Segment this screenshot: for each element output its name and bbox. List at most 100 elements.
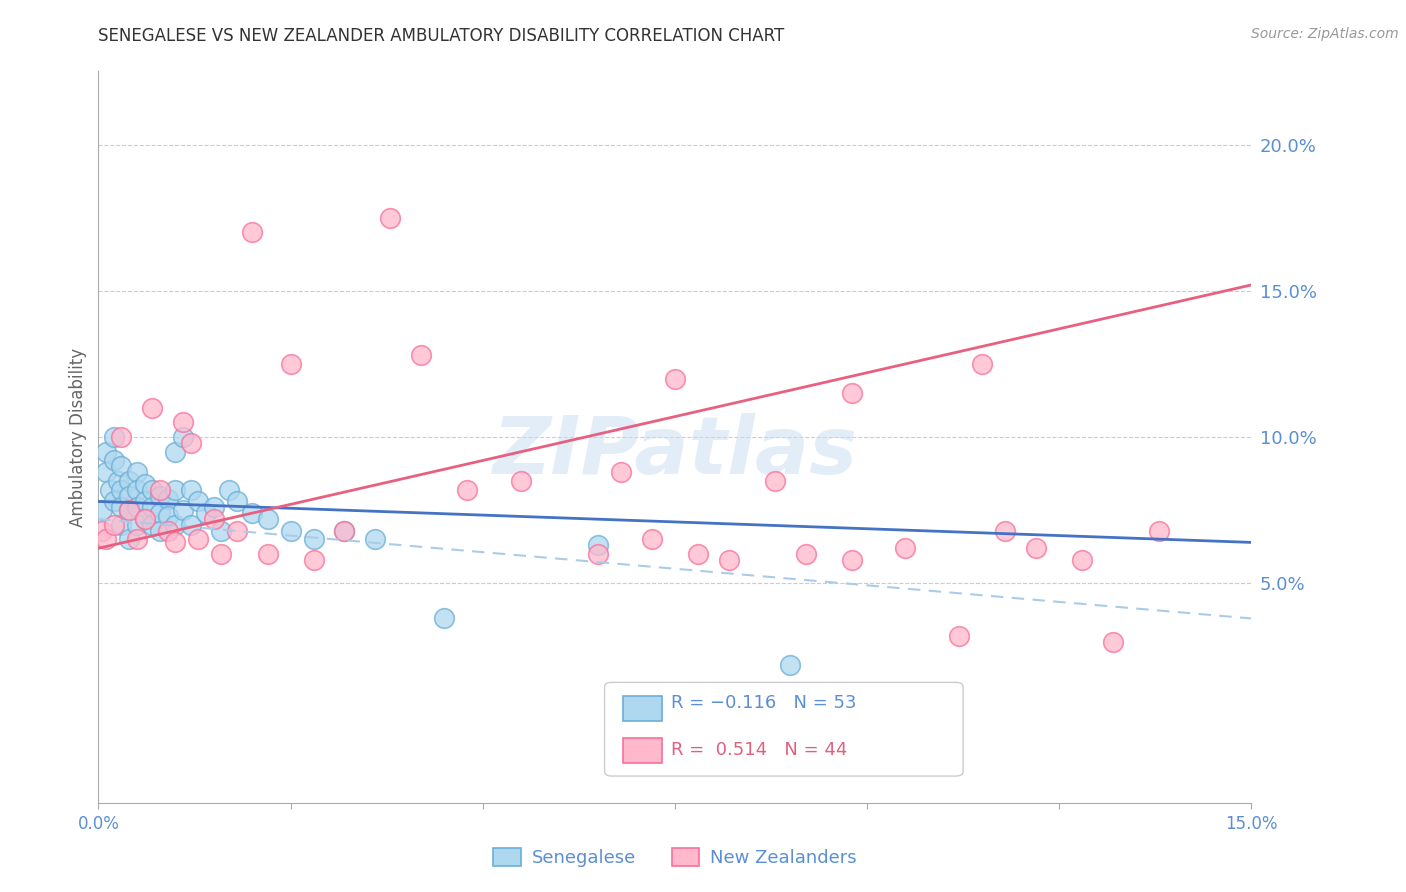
Text: ZIPatlas: ZIPatlas — [492, 413, 858, 491]
Point — [141, 483, 163, 497]
Point — [333, 524, 356, 538]
Point — [972, 357, 994, 371]
Point — [110, 430, 132, 444]
Point — [333, 524, 356, 538]
Point — [118, 503, 141, 517]
Point — [165, 517, 187, 532]
Point — [141, 500, 163, 515]
Point — [280, 524, 302, 538]
Point — [948, 629, 970, 643]
Point — [134, 494, 156, 508]
Point — [165, 444, 187, 458]
Point — [165, 483, 187, 497]
Point — [1025, 541, 1047, 556]
Point — [180, 517, 202, 532]
Point — [180, 483, 202, 497]
Point — [125, 465, 148, 479]
Point — [156, 509, 179, 524]
Point — [125, 500, 148, 515]
Text: SENEGALESE VS NEW ZEALANDER AMBULATORY DISABILITY CORRELATION CHART: SENEGALESE VS NEW ZEALANDER AMBULATORY D… — [98, 27, 785, 45]
Point — [717, 553, 740, 567]
Legend: Senegalese, New Zealanders: Senegalese, New Zealanders — [486, 840, 863, 874]
Point — [149, 524, 172, 538]
Point — [107, 474, 129, 488]
Point — [118, 533, 141, 547]
Point — [794, 547, 817, 561]
Point — [686, 547, 709, 561]
Point — [156, 524, 179, 538]
Point — [209, 524, 232, 538]
Point — [510, 474, 533, 488]
Point — [763, 474, 786, 488]
Point — [134, 512, 156, 526]
Point — [94, 444, 117, 458]
Point — [364, 533, 387, 547]
Point — [91, 503, 114, 517]
Point — [209, 547, 232, 561]
Point — [165, 535, 187, 549]
Point — [841, 386, 863, 401]
Text: R = −0.116   N = 53: R = −0.116 N = 53 — [671, 694, 856, 712]
Point — [641, 533, 664, 547]
Point — [94, 533, 117, 547]
Point — [110, 483, 132, 497]
Point — [103, 430, 125, 444]
Point — [125, 517, 148, 532]
Point — [141, 517, 163, 532]
Point — [610, 465, 633, 479]
Point — [1102, 635, 1125, 649]
Point — [110, 500, 132, 515]
Point — [125, 533, 148, 547]
Point — [149, 483, 172, 497]
Point — [380, 211, 402, 225]
Point — [141, 401, 163, 415]
Point — [225, 524, 247, 538]
Point — [94, 465, 117, 479]
Point — [841, 553, 863, 567]
Text: Source: ZipAtlas.com: Source: ZipAtlas.com — [1251, 27, 1399, 41]
Point — [172, 430, 194, 444]
Point — [149, 489, 172, 503]
Point — [172, 416, 194, 430]
Point — [586, 538, 609, 552]
Point — [1147, 524, 1170, 538]
Point — [110, 459, 132, 474]
Point — [180, 436, 202, 450]
Point — [110, 517, 132, 532]
Point — [302, 533, 325, 547]
Point — [240, 506, 263, 520]
Point — [118, 503, 141, 517]
Point — [302, 553, 325, 567]
Point — [225, 494, 247, 508]
Point — [411, 348, 433, 362]
Point — [98, 483, 121, 497]
Point — [118, 474, 141, 488]
Point — [195, 506, 218, 520]
Point — [149, 506, 172, 520]
Point — [1071, 553, 1094, 567]
Point — [134, 476, 156, 491]
Point — [187, 533, 209, 547]
Point — [103, 517, 125, 532]
Point — [779, 658, 801, 673]
Point — [433, 611, 456, 625]
Point — [664, 371, 686, 385]
Point — [118, 489, 141, 503]
Point — [156, 491, 179, 506]
Y-axis label: Ambulatory Disability: Ambulatory Disability — [69, 348, 87, 526]
Point — [103, 494, 125, 508]
Point — [91, 524, 114, 538]
Point — [240, 225, 263, 239]
Point — [187, 494, 209, 508]
Point — [202, 512, 225, 526]
Point — [103, 453, 125, 467]
Point — [256, 512, 278, 526]
Point — [125, 483, 148, 497]
Point — [256, 547, 278, 561]
Point — [456, 483, 478, 497]
Point — [894, 541, 917, 556]
Point — [994, 524, 1017, 538]
Point — [280, 357, 302, 371]
Point — [202, 500, 225, 515]
Text: R =  0.514   N = 44: R = 0.514 N = 44 — [671, 741, 846, 759]
